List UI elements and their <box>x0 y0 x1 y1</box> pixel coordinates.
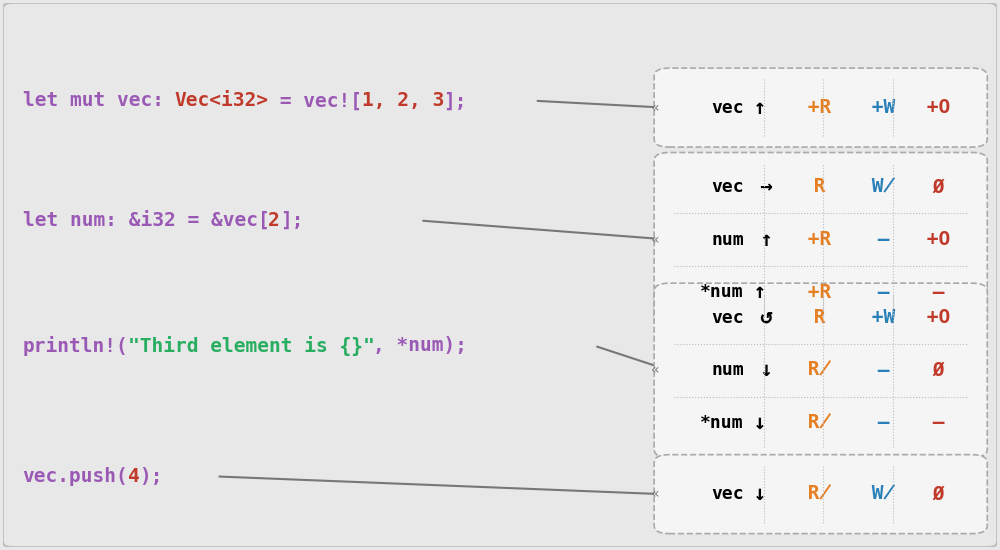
Text: , *num);: , *num); <box>373 336 467 355</box>
Text: vec: vec <box>711 309 744 327</box>
Text: R̸: R̸ <box>796 361 831 380</box>
Text: +O: +O <box>915 230 950 249</box>
Text: ↺: ↺ <box>735 307 773 328</box>
Text: Ø: Ø <box>921 485 944 504</box>
Text: ↑: ↑ <box>741 97 766 118</box>
Text: Vec<i32>: Vec<i32> <box>175 91 269 111</box>
FancyBboxPatch shape <box>654 455 987 534</box>
FancyBboxPatch shape <box>654 68 987 147</box>
Text: →: → <box>735 177 773 197</box>
Text: –: – <box>866 230 890 249</box>
Text: Ø: Ø <box>921 178 944 196</box>
FancyBboxPatch shape <box>654 283 987 458</box>
FancyBboxPatch shape <box>3 3 997 547</box>
Text: W̸: W̸ <box>860 485 896 504</box>
Text: –: – <box>866 361 890 380</box>
Text: ];: ]; <box>280 211 303 230</box>
Text: *num: *num <box>700 283 744 301</box>
Text: «: « <box>651 487 659 502</box>
Text: vec: vec <box>711 98 744 117</box>
Text: 1, 2, 3: 1, 2, 3 <box>362 91 444 111</box>
Text: R̸: R̸ <box>796 485 831 504</box>
Text: +R: +R <box>796 98 831 117</box>
Text: *num: *num <box>700 414 744 432</box>
Text: ↑: ↑ <box>741 282 766 303</box>
Text: R̸: R̸ <box>796 414 831 432</box>
Text: num: num <box>711 230 744 249</box>
Text: let mut vec:: let mut vec: <box>23 91 175 111</box>
Text: 2: 2 <box>268 211 280 230</box>
Text: vec: vec <box>711 485 744 503</box>
Text: +W: +W <box>860 308 896 327</box>
Text: –: – <box>921 283 944 302</box>
Text: ↓: ↓ <box>735 360 773 380</box>
Text: R: R <box>802 178 825 196</box>
Text: +R: +R <box>796 230 831 249</box>
Text: = vec![: = vec![ <box>268 91 362 111</box>
Text: println!(: println!( <box>23 336 128 356</box>
Text: W̸: W̸ <box>860 178 896 196</box>
Text: –: – <box>921 414 944 432</box>
Text: "Third element is {}": "Third element is {}" <box>128 336 375 356</box>
Text: );: ); <box>140 467 163 486</box>
Text: ↓: ↓ <box>741 413 766 433</box>
Text: R: R <box>802 308 825 327</box>
Text: vec: vec <box>711 178 744 196</box>
Text: «: « <box>651 101 659 115</box>
Text: +O: +O <box>915 308 950 327</box>
Text: Ø: Ø <box>921 361 944 380</box>
Text: +W: +W <box>860 98 896 117</box>
Text: ↑: ↑ <box>735 229 773 250</box>
Text: +R: +R <box>796 283 831 302</box>
Text: –: – <box>866 283 890 302</box>
Text: «: « <box>651 233 659 246</box>
Text: –: – <box>866 414 890 432</box>
Text: 4: 4 <box>128 467 140 486</box>
Text: ];: ]; <box>443 91 467 111</box>
Text: «: « <box>651 364 659 377</box>
Text: let num: &i32 = &vec[: let num: &i32 = &vec[ <box>23 211 269 230</box>
FancyBboxPatch shape <box>654 152 987 327</box>
Text: num: num <box>711 361 744 380</box>
Text: ↓: ↓ <box>741 484 766 504</box>
Text: vec.push(: vec.push( <box>23 467 128 486</box>
Text: +O: +O <box>915 98 950 117</box>
